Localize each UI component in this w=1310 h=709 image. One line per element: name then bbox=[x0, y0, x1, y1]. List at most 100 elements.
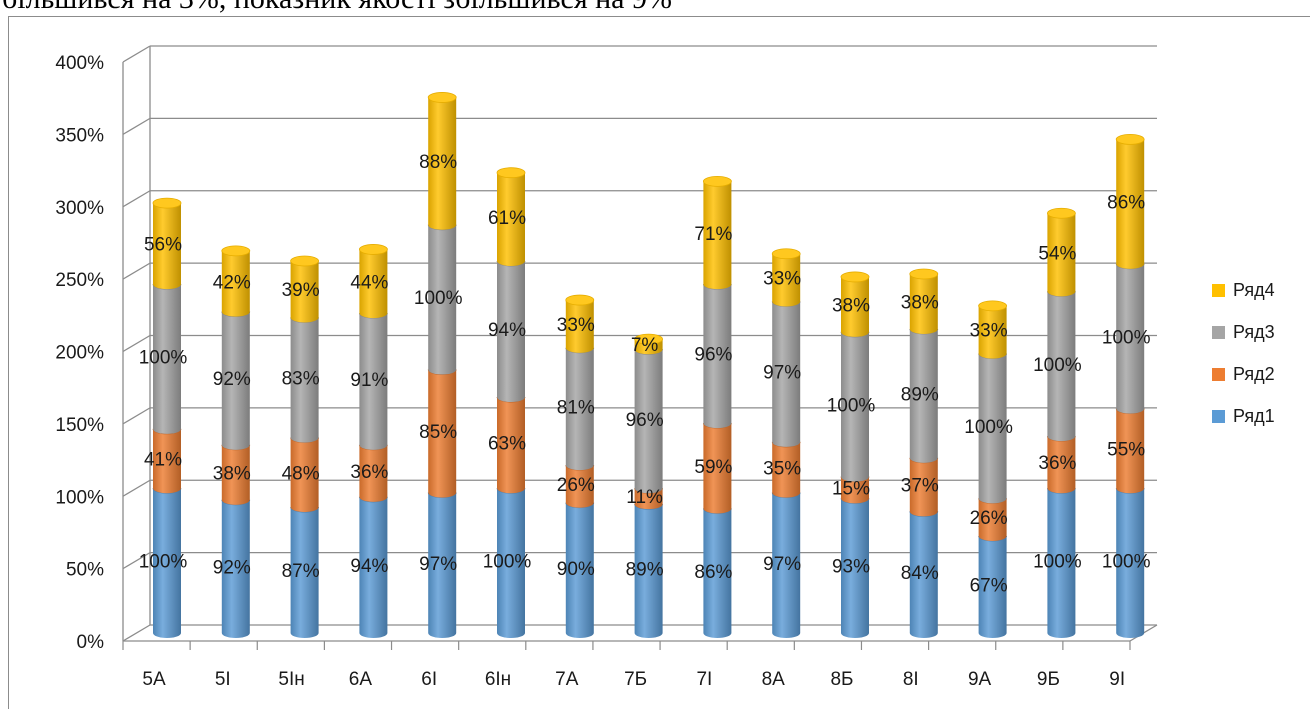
x-tick-label: 5А bbox=[142, 669, 166, 690]
bar-segment-Ряд4-9А bbox=[978, 300, 1007, 359]
legend-label: Ряд1 bbox=[1233, 405, 1275, 426]
gridline-depth bbox=[122, 624, 151, 642]
bar-body bbox=[153, 203, 181, 290]
x-tick-label: 9І bbox=[1109, 669, 1125, 690]
bar-body bbox=[634, 488, 663, 510]
x-tick-label: 9Б bbox=[1037, 669, 1060, 690]
x-tick-label: 6Ін bbox=[485, 669, 511, 690]
bar-body bbox=[565, 465, 594, 508]
bar-cap bbox=[427, 92, 457, 103]
bar-body bbox=[428, 224, 457, 375]
header-fragment: більшився на 3%, показник якості збільши… bbox=[2, 0, 672, 16]
data-label: 35% bbox=[763, 458, 801, 479]
data-label: 7% bbox=[631, 335, 659, 356]
data-label: 36% bbox=[1038, 453, 1076, 474]
bar-body bbox=[221, 499, 250, 638]
data-label: 54% bbox=[1038, 243, 1076, 264]
bar-body bbox=[634, 349, 663, 494]
x-tick-label: 9А bbox=[968, 669, 992, 690]
legend-swatch bbox=[1212, 367, 1225, 381]
bars bbox=[152, 92, 1145, 638]
bar-body bbox=[290, 507, 319, 638]
bar-cap bbox=[1047, 207, 1076, 219]
data-label: 93% bbox=[832, 557, 870, 578]
bar-body bbox=[772, 441, 801, 498]
bar-body bbox=[1047, 436, 1076, 494]
bar-body bbox=[497, 172, 525, 266]
bar-body bbox=[221, 311, 250, 450]
data-label: 26% bbox=[970, 508, 1008, 529]
bar-body bbox=[703, 508, 732, 638]
x-tick-label: 8А bbox=[762, 669, 786, 690]
cropped-header-text: більшився на 3%, показник якості збільши… bbox=[0, 0, 1310, 16]
bar-body bbox=[153, 284, 181, 434]
bar-body bbox=[428, 492, 457, 638]
data-label: 87% bbox=[282, 561, 320, 582]
bar-cap bbox=[978, 300, 1007, 312]
data-label: 44% bbox=[350, 272, 388, 293]
data-label: 38% bbox=[832, 295, 870, 316]
x-tick-label: 6І bbox=[421, 669, 437, 690]
legend-item: Ряд1 bbox=[1212, 404, 1275, 428]
bar-body bbox=[359, 313, 388, 450]
bar-segment-Ряд4-5І bbox=[221, 245, 251, 317]
bar-body bbox=[497, 260, 525, 403]
bar-body bbox=[978, 498, 1007, 542]
bar-body bbox=[1116, 488, 1145, 638]
y-axis-ticks: 0% 50% 100% 150% 200% 250% 300% 350% 400% bbox=[55, 53, 104, 653]
y-tick-label: 200% bbox=[55, 343, 104, 364]
bar-body bbox=[359, 249, 388, 319]
bar-cap bbox=[565, 294, 595, 306]
bar-body bbox=[1047, 291, 1076, 442]
data-label: 33% bbox=[763, 269, 801, 290]
bar-segment-Ряд4-8Б bbox=[840, 271, 870, 337]
bar-body bbox=[703, 284, 732, 429]
bar-body bbox=[153, 428, 181, 494]
data-label: 84% bbox=[901, 563, 939, 584]
bar-body bbox=[497, 488, 525, 638]
bar-segment-Ряд4-8А bbox=[771, 248, 801, 307]
bar-body bbox=[221, 250, 250, 317]
data-label: 86% bbox=[694, 562, 732, 583]
bar-body bbox=[978, 353, 1007, 504]
bar-body bbox=[909, 457, 938, 517]
bar-cap bbox=[771, 248, 801, 260]
bar-segment-Ряд4-9Б bbox=[1047, 207, 1076, 297]
data-label: 100% bbox=[414, 288, 463, 309]
bar-body bbox=[565, 300, 594, 353]
bar-body bbox=[290, 437, 319, 513]
bar-body bbox=[703, 181, 732, 290]
data-label: 97% bbox=[419, 554, 457, 575]
bar-body bbox=[428, 369, 457, 498]
data-label: 92% bbox=[213, 369, 251, 390]
data-label: 97% bbox=[763, 363, 801, 384]
bar-cap bbox=[358, 244, 388, 255]
bar-body bbox=[1116, 263, 1145, 414]
data-label: 38% bbox=[213, 463, 251, 484]
x-tick-label: 7І bbox=[696, 669, 712, 690]
x-tick-label: 5І bbox=[215, 669, 231, 690]
bar-body bbox=[841, 331, 869, 482]
data-label: 41% bbox=[144, 450, 182, 471]
bar-segment-Ряд4-5А bbox=[152, 197, 182, 290]
data-label: 38% bbox=[901, 293, 939, 314]
y-tick-label: 300% bbox=[55, 198, 104, 219]
y-tick-label: 250% bbox=[55, 270, 104, 291]
bar-body bbox=[565, 502, 594, 638]
data-label: 100% bbox=[964, 417, 1013, 438]
data-label: 96% bbox=[694, 345, 732, 366]
chart-frame bbox=[8, 16, 1310, 709]
gridline-depth bbox=[122, 262, 151, 280]
bar-body bbox=[290, 317, 319, 443]
bar-body bbox=[772, 492, 801, 638]
data-label: 71% bbox=[694, 224, 732, 245]
legend: Ряд4 Ряд3 Ряд2 Ряд1 bbox=[1212, 278, 1275, 446]
x-tick-label: 7Б bbox=[624, 669, 647, 690]
bar-segment-Ряд4-8І bbox=[909, 268, 939, 335]
data-label: 89% bbox=[626, 560, 664, 581]
data-label: 67% bbox=[970, 576, 1008, 597]
gridline-depth bbox=[122, 479, 151, 497]
data-label: 42% bbox=[213, 272, 251, 293]
data-label: 15% bbox=[832, 479, 870, 500]
legend-swatch bbox=[1212, 325, 1225, 339]
